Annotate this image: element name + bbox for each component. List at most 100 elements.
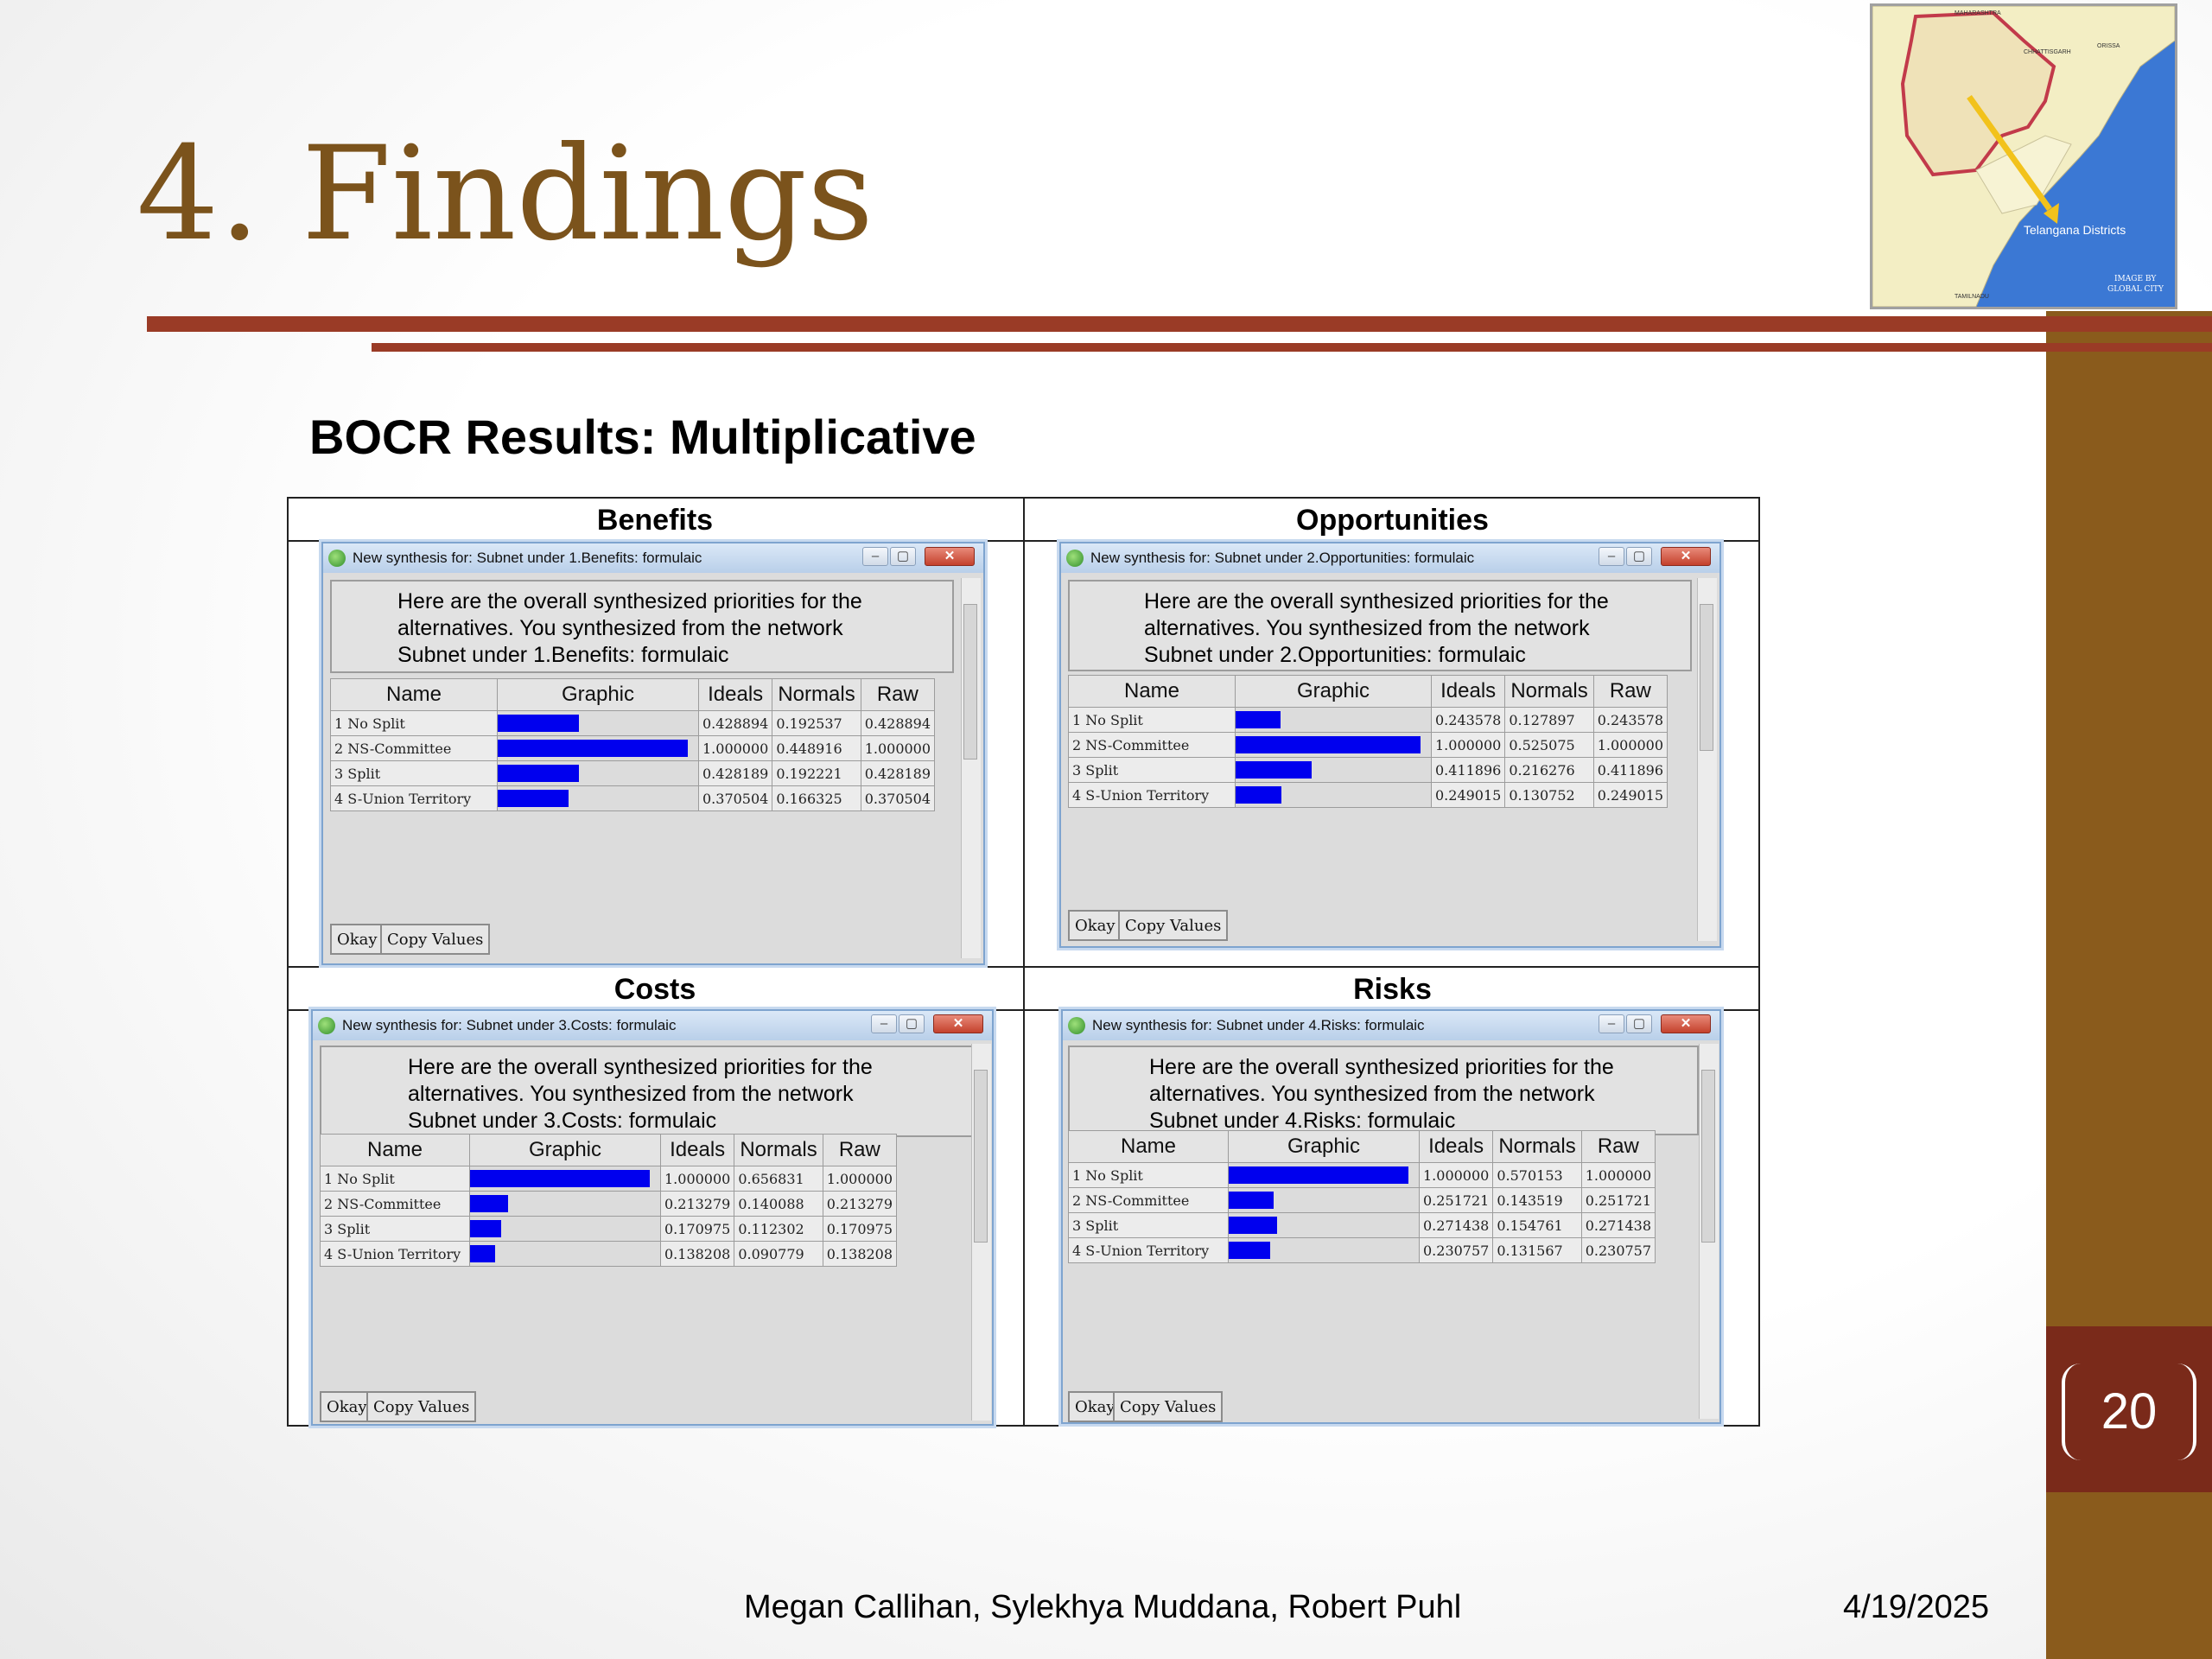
- synthesis-message: Here are the overall synthesized priorit…: [1068, 1046, 1699, 1135]
- minimize-icon[interactable]: ‒: [1599, 547, 1624, 566]
- col-name: Name: [1068, 1130, 1229, 1163]
- copy-values-button[interactable]: Copy Values: [366, 1391, 477, 1422]
- row-raw: 0.428894: [860, 710, 936, 736]
- col-graphic: Graphic: [469, 1134, 661, 1166]
- row-graphic: [469, 1191, 661, 1217]
- col-graphic: Graphic: [1235, 675, 1432, 708]
- row-normal: 0.127897: [1504, 707, 1594, 733]
- okay-button[interactable]: Okay: [1068, 910, 1122, 941]
- app-icon: [1066, 550, 1084, 567]
- priorities-table: Name Graphic Ideals Normals Raw 1 No Spl…: [330, 678, 936, 811]
- map-label-orissa: ORISSA: [2097, 43, 2120, 49]
- priority-bar: [470, 1195, 508, 1212]
- row-name: 2 NS-Committee: [1068, 1187, 1229, 1213]
- window-title: New synthesis for: Subnet under 1.Benefi…: [353, 550, 702, 566]
- row-normal: 0.112302: [734, 1216, 823, 1242]
- message-line: alternatives. You synthesized from the n…: [397, 616, 843, 640]
- message-line: Here are the overall synthesized priorit…: [408, 1055, 873, 1079]
- message-line: Subnet under 1.Benefits: formulaic: [397, 643, 729, 667]
- row-graphic: [497, 735, 699, 761]
- priority-bar: [1229, 1166, 1408, 1184]
- row-graphic: [1228, 1237, 1420, 1263]
- row-ideal: 0.428189: [697, 760, 773, 786]
- row-raw: 1.000000: [1580, 1162, 1656, 1188]
- slide-title: 4. Findings: [137, 119, 874, 270]
- row-normal: 0.090779: [734, 1241, 823, 1267]
- col-normals: Normals: [772, 678, 861, 711]
- okay-button[interactable]: Okay: [320, 1391, 374, 1422]
- row-graphic: [1228, 1162, 1420, 1188]
- telangana-map-image: Telangana Districts IMAGE BY GLOBAL CITY…: [1870, 3, 2177, 309]
- vertical-scrollbar[interactable]: [971, 1044, 991, 1421]
- row-normal: 0.525075: [1504, 732, 1594, 758]
- message-line: alternatives. You synthesized from the n…: [408, 1082, 854, 1106]
- row-raw: 0.271438: [1580, 1212, 1656, 1238]
- close-icon[interactable]: ✕: [933, 1014, 983, 1033]
- row-ideal: 0.213279: [659, 1191, 735, 1217]
- table-row: 3 Split 0.428189 0.192221 0.428189: [330, 760, 936, 786]
- message-line: alternatives. You synthesized from the n…: [1144, 616, 1590, 640]
- row-graphic: [1235, 782, 1432, 808]
- table-row: 4 S-Union Territory 0.230757 0.131567 0.…: [1068, 1237, 1656, 1263]
- vertical-scrollbar[interactable]: [1699, 1044, 1719, 1419]
- row-normal: 0.192537: [772, 710, 861, 736]
- row-name: 3 Split: [320, 1216, 470, 1242]
- minimize-icon[interactable]: ‒: [1599, 1014, 1624, 1033]
- message-line: alternatives. You synthesized from the n…: [1149, 1082, 1595, 1106]
- table-row: 2 NS-Committee 0.213279 0.140088 0.21327…: [320, 1191, 898, 1217]
- row-normal: 0.570153: [1492, 1162, 1582, 1188]
- table-row: 3 Split 0.170975 0.112302 0.170975: [320, 1216, 898, 1242]
- copy-values-button[interactable]: Copy Values: [380, 924, 491, 955]
- synthesis-window-benefits: New synthesis for: Subnet under 1.Benefi…: [321, 542, 985, 965]
- maximize-icon[interactable]: ▢: [899, 1014, 925, 1033]
- vertical-scrollbar[interactable]: [961, 578, 981, 958]
- window-titlebar[interactable]: New synthesis for: Subnet under 3.Costs:…: [313, 1011, 992, 1040]
- table-row: 4 S-Union Territory 0.370504 0.166325 0.…: [330, 785, 936, 811]
- maximize-icon[interactable]: ▢: [890, 547, 916, 566]
- window-titlebar[interactable]: New synthesis for: Subnet under 1.Benefi…: [323, 543, 983, 573]
- minimize-icon[interactable]: ‒: [871, 1014, 897, 1033]
- okay-button[interactable]: Okay: [330, 924, 385, 955]
- row-raw: 0.428189: [860, 760, 936, 786]
- grid-divider-header-top: [287, 540, 1760, 542]
- window-titlebar[interactable]: New synthesis for: Subnet under 4.Risks:…: [1063, 1011, 1719, 1040]
- table-row: 2 NS-Committee 0.251721 0.143519 0.25172…: [1068, 1187, 1656, 1213]
- copy-values-button[interactable]: Copy Values: [1113, 1391, 1224, 1422]
- copy-values-button[interactable]: Copy Values: [1118, 910, 1229, 941]
- minimize-icon[interactable]: ‒: [862, 547, 888, 566]
- row-ideal: 0.138208: [659, 1241, 735, 1267]
- close-icon[interactable]: ✕: [1661, 1014, 1711, 1033]
- row-name: 3 Split: [1068, 757, 1236, 783]
- maximize-icon[interactable]: ▢: [1626, 547, 1652, 566]
- scrollbar-thumb[interactable]: [963, 604, 977, 760]
- scrollbar-thumb[interactable]: [974, 1070, 988, 1243]
- col-ideals: Ideals: [697, 678, 773, 711]
- row-ideal: 1.000000: [1418, 1162, 1494, 1188]
- row-graphic: [1235, 707, 1432, 733]
- row-name: 1 No Split: [330, 710, 498, 736]
- heading-risks: Risks: [1353, 973, 1432, 1006]
- window-titlebar[interactable]: New synthesis for: Subnet under 2.Opport…: [1061, 543, 1719, 573]
- priority-bar: [498, 715, 579, 732]
- row-name: 2 NS-Committee: [330, 735, 498, 761]
- maximize-icon[interactable]: ▢: [1626, 1014, 1652, 1033]
- map-credit-1: IMAGE BY: [2114, 275, 2157, 283]
- priority-bar: [1236, 786, 1281, 804]
- priorities-table: Name Graphic Ideals Normals Raw 1 No Spl…: [1068, 675, 1669, 808]
- row-graphic: [497, 760, 699, 786]
- col-raw: Raw: [1580, 1130, 1656, 1163]
- row-name: 2 NS-Committee: [1068, 732, 1236, 758]
- close-icon[interactable]: ✕: [925, 547, 975, 566]
- scrollbar-thumb[interactable]: [1700, 604, 1713, 751]
- row-raw: 0.243578: [1592, 707, 1669, 733]
- priority-bar: [498, 765, 579, 782]
- close-icon[interactable]: ✕: [1661, 547, 1711, 566]
- col-name: Name: [320, 1134, 470, 1166]
- synthesis-window-opportunities: New synthesis for: Subnet under 2.Opport…: [1059, 542, 1721, 948]
- map-label: Telangana Districts: [2024, 223, 2126, 237]
- row-normal: 0.192221: [772, 760, 861, 786]
- map-top-label: MAHARASHTRA: [1955, 10, 2001, 16]
- heading-opportunities: Opportunities: [1296, 504, 1489, 537]
- scrollbar-thumb[interactable]: [1701, 1070, 1715, 1243]
- vertical-scrollbar[interactable]: [1697, 578, 1717, 941]
